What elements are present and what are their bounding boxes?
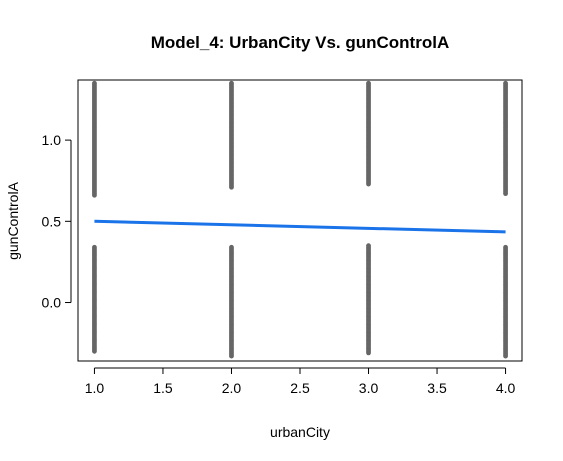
data-point — [503, 191, 508, 197]
fit-line — [94, 219, 506, 234]
x-axis: 1.0 1.5 2.0 2.5 3.0 3.5 4.0 — [85, 367, 516, 396]
x-tick-label: 1.0 — [85, 380, 105, 396]
data-point — [366, 350, 371, 356]
y-axis-label: gunControlA — [5, 181, 21, 259]
x-tick-label: 4.0 — [496, 380, 516, 396]
y-axis: 0.0 0.5 1.0 — [42, 132, 72, 311]
y-tick-label: 1.0 — [42, 132, 62, 148]
data-point — [366, 181, 371, 187]
data-point — [229, 353, 234, 359]
plot-frame — [77, 79, 523, 362]
data-point — [503, 353, 508, 359]
x-tick-label: 2.0 — [222, 380, 242, 396]
data-point — [229, 184, 234, 190]
x-axis-label: urbanCity — [270, 424, 330, 440]
chart-title: Model_4: UrbanCity Vs. gunControlA — [151, 33, 449, 52]
y-tick-label: 0.5 — [42, 213, 62, 229]
fit-line-layer — [94, 219, 506, 234]
x-tick-label: 3.5 — [427, 380, 447, 396]
x-tick-label: 2.5 — [290, 380, 310, 396]
data-point — [92, 192, 97, 198]
x-tick-label: 3.0 — [359, 380, 379, 396]
x-tick-label: 1.5 — [153, 380, 173, 396]
points-layer — [92, 80, 508, 359]
y-tick-label: 0.0 — [42, 295, 62, 311]
data-point — [92, 348, 97, 354]
